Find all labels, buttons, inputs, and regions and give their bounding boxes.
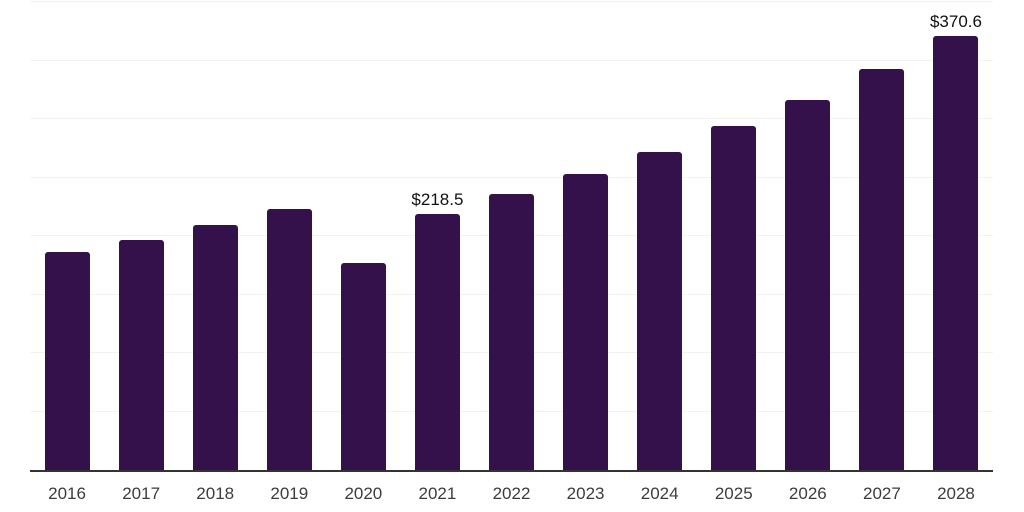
bar-column-2022 xyxy=(474,2,548,470)
bar-column-2019 xyxy=(252,2,326,470)
data-label-2021: $218.5 xyxy=(411,190,464,210)
bar-column-2028: $370.6 xyxy=(919,2,993,470)
x-tick-2016: 2016 xyxy=(48,484,86,503)
bar-column-2021: $218.5 xyxy=(400,2,474,470)
x-tick-2020: 2020 xyxy=(344,484,383,503)
x-tick-2018: 2018 xyxy=(196,484,235,503)
bar-column-2025 xyxy=(697,2,771,470)
bar-2026 xyxy=(785,100,831,470)
x-tick-2025: 2025 xyxy=(714,484,753,503)
bar-column-2018 xyxy=(178,2,252,470)
x-tick-2028: 2028 xyxy=(937,484,975,503)
bar-2025 xyxy=(711,126,757,470)
bar-column-2027 xyxy=(845,2,919,470)
x-tick-2017: 2017 xyxy=(122,484,161,503)
plot-area: $218.5 $370.6 xyxy=(30,1,993,472)
x-tick-2023: 2023 xyxy=(566,484,605,503)
bar-column-2020 xyxy=(326,2,400,470)
bar-2020 xyxy=(340,262,386,470)
bar-2016 xyxy=(44,252,90,470)
x-tick-2021: 2021 xyxy=(418,484,457,503)
bar-column-2016 xyxy=(30,2,104,470)
gridline-350 xyxy=(30,59,993,61)
gridline-300 xyxy=(30,118,993,119)
x-tick-2026: 2026 xyxy=(788,484,827,503)
bars-layer: $218.5 $370.6 xyxy=(30,2,993,470)
x-axis-tick-labels: 2016 2017 2018 2019 2020 2021 2022 2023 2024 2025… xyxy=(30,482,993,506)
x-tick-2022: 2022 xyxy=(492,484,531,503)
bar-2022 xyxy=(489,193,534,470)
bar-2018 xyxy=(192,225,238,470)
bar-2024 xyxy=(637,151,683,470)
gridline-250 xyxy=(30,176,993,178)
x-tick-2019: 2019 xyxy=(270,484,309,503)
gridline-400 xyxy=(30,1,993,2)
bar-column-2026 xyxy=(771,2,845,470)
x-axis-line xyxy=(30,470,993,472)
x-tick-2024: 2024 xyxy=(640,484,679,503)
data-label-2028: $370.6 xyxy=(929,12,982,32)
bar-2019 xyxy=(266,209,312,470)
bar-2023 xyxy=(563,174,609,470)
bar-column-2023 xyxy=(549,2,623,470)
bar-column-2024 xyxy=(623,2,697,470)
x-tick-2027: 2027 xyxy=(862,484,901,503)
bar-2017 xyxy=(118,239,164,470)
bar-column-2017 xyxy=(104,2,178,470)
bar-2028 xyxy=(933,36,979,470)
bar-2021 xyxy=(414,214,460,470)
bar-2027 xyxy=(859,68,905,470)
